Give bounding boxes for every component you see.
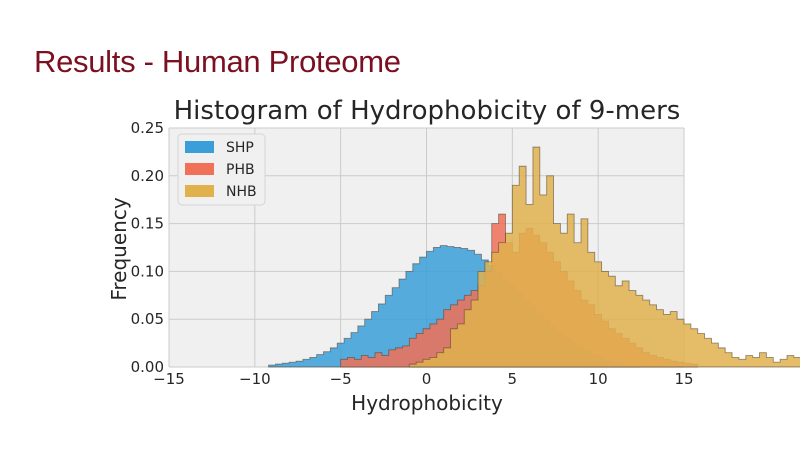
slide-title: Results - Human Proteome bbox=[34, 44, 401, 79]
y-tick-label: 0.10 bbox=[131, 262, 164, 280]
legend-swatch-shp bbox=[185, 141, 214, 153]
legend-swatch-nhb bbox=[185, 185, 214, 197]
chart-title: Histogram of Hydrophobicity of 9-mers bbox=[174, 96, 681, 126]
y-tick-label: 0.20 bbox=[131, 167, 164, 185]
legend-label-phb: PHB bbox=[226, 162, 255, 178]
x-axis-label: Hydrophobicity bbox=[351, 391, 503, 415]
y-tick-label: 0.15 bbox=[131, 215, 164, 233]
y-axis-label: Frequency bbox=[107, 197, 131, 300]
legend: SHP PHB NHB bbox=[177, 133, 266, 206]
x-tick-label: 5 bbox=[508, 370, 518, 388]
y-tick-label: 0.05 bbox=[131, 310, 164, 328]
legend-label-nhb: NHB bbox=[226, 184, 257, 200]
x-tick-label: −10 bbox=[239, 370, 271, 388]
legend-swatch-phb bbox=[185, 163, 214, 175]
x-tick-label: −15 bbox=[153, 370, 185, 388]
x-tick-label: 10 bbox=[589, 370, 608, 388]
y-tick-label: 0.00 bbox=[131, 358, 164, 376]
x-tick-label: −5 bbox=[330, 370, 352, 388]
legend-label-shp: SHP bbox=[226, 140, 254, 156]
y-tick-label: 0.25 bbox=[131, 119, 164, 137]
x-tick-label: 0 bbox=[422, 370, 432, 388]
histogram-series-nhb bbox=[408, 146, 800, 368]
x-tick-label: 15 bbox=[674, 370, 693, 388]
